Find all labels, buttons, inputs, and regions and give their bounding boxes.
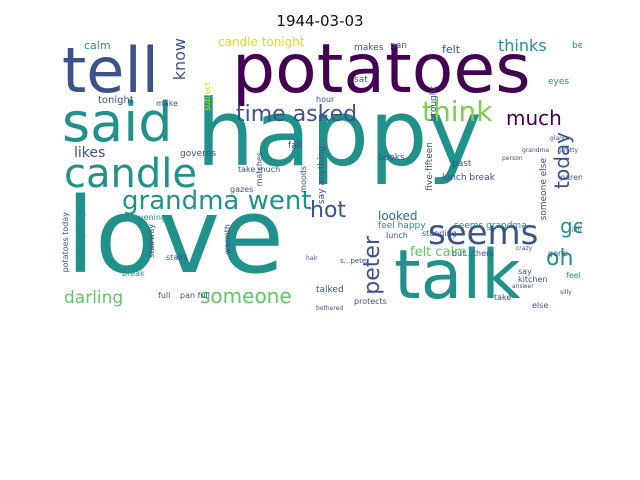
word-sat: sat bbox=[354, 75, 368, 85]
word-crazy: crazy bbox=[516, 245, 533, 252]
word-think: think bbox=[422, 95, 493, 128]
word-tell: tell bbox=[62, 36, 159, 107]
word-take-much: take much bbox=[238, 165, 281, 174]
word-calm: calm bbox=[84, 39, 111, 52]
word-hour: hour bbox=[316, 95, 335, 104]
word-seems: seems bbox=[428, 213, 539, 253]
word-brought: brought bbox=[429, 86, 439, 122]
word-lunch-break: lunch break bbox=[442, 173, 495, 183]
word-say: say bbox=[518, 267, 532, 276]
word-felt: felt bbox=[442, 43, 461, 56]
word-books: books bbox=[378, 153, 405, 163]
word-oh: oh bbox=[546, 246, 574, 271]
word-talk: talk bbox=[394, 236, 521, 314]
word-silly: silly bbox=[560, 289, 572, 296]
word-make: make bbox=[156, 99, 178, 108]
word-said: said bbox=[62, 91, 173, 154]
word-break: break bbox=[122, 269, 145, 278]
word-candle: candle bbox=[64, 151, 197, 197]
word-lunch: lunch bbox=[386, 231, 408, 240]
word-moods: moods bbox=[299, 166, 308, 193]
word-pan: pan bbox=[390, 41, 407, 51]
word-subject: subject bbox=[203, 82, 212, 111]
word-gazes: gazes bbox=[230, 185, 254, 194]
word-pan-full: pan full bbox=[180, 291, 210, 300]
word-parents: parents bbox=[560, 173, 582, 182]
word-past: past bbox=[452, 159, 472, 169]
word-take: take bbox=[494, 293, 512, 302]
word-matches: matches bbox=[255, 152, 264, 187]
word-stairway: stairway bbox=[147, 224, 156, 258]
word-today: today bbox=[550, 132, 574, 189]
word-makes: makes bbox=[354, 43, 384, 53]
word-began: began bbox=[572, 41, 582, 51]
word-pretty: pretty bbox=[560, 147, 579, 154]
word-little: little bbox=[572, 227, 582, 234]
word-cloud: love happy potatoes tell talk said candl… bbox=[60, 36, 582, 314]
word-warmth: warmth bbox=[223, 224, 232, 255]
word-feel-happy: feel happy bbox=[378, 221, 426, 231]
word-protects: protects bbox=[354, 297, 387, 306]
word-tonight: tonight bbox=[98, 95, 134, 106]
word-darling: darling bbox=[64, 288, 124, 308]
word-person: person bbox=[502, 155, 523, 162]
word-feel: feel bbox=[566, 271, 581, 280]
word-know: know bbox=[170, 38, 189, 81]
word-time-asked: time asked bbox=[236, 102, 358, 127]
word-someone-else: someone else bbox=[539, 158, 549, 221]
word-talked: talked bbox=[316, 285, 344, 295]
word-eyes: eyes bbox=[548, 77, 570, 87]
word-hot: hot bbox=[310, 198, 347, 223]
word-thinks: thinks bbox=[498, 36, 547, 55]
word-candle-tonight: candle tonight bbox=[218, 36, 305, 49]
word-but-there: but...there bbox=[452, 249, 495, 258]
word-s-peter: s...peter bbox=[340, 257, 370, 265]
word-get: get bbox=[560, 214, 582, 238]
word-grandma: grandma bbox=[522, 147, 550, 154]
word-governs: governs bbox=[180, 149, 217, 159]
word-looked: looked bbox=[378, 209, 418, 223]
word-answer: answer bbox=[512, 283, 534, 290]
word-kitchen: kitchen bbox=[518, 275, 548, 284]
word-grandma-went: grandma went bbox=[122, 186, 312, 216]
word-felt-calm: felt calm bbox=[410, 245, 467, 260]
word-hair: hair bbox=[306, 255, 318, 262]
word-bothered: bothered bbox=[316, 305, 344, 312]
word-potatoes: potatoes bbox=[232, 36, 531, 109]
word-anything: anything bbox=[77, 212, 86, 248]
word-gone: gone bbox=[548, 249, 568, 258]
word-love: love bbox=[66, 175, 285, 297]
chart-title: 1944-03-03 bbox=[276, 12, 364, 30]
word-fall: fall bbox=[288, 141, 302, 151]
word-someone: someone bbox=[200, 284, 292, 308]
word-evening: evening bbox=[134, 213, 167, 222]
word-say-anything: say anything bbox=[317, 146, 327, 205]
word-standing: standing bbox=[422, 229, 457, 238]
word-stairs: stairs bbox=[166, 253, 188, 262]
word-full: full bbox=[158, 291, 171, 300]
word-five-fifteen: five-fifteen bbox=[425, 142, 435, 191]
word-peter: peter bbox=[360, 236, 385, 295]
word-seems-grandma: seems grandma bbox=[454, 221, 527, 231]
word-else: else bbox=[532, 301, 549, 310]
word-glance: glance bbox=[550, 135, 570, 142]
word-likes: likes bbox=[74, 145, 106, 161]
word-happy: happy bbox=[196, 80, 482, 187]
word-potatoes-today: potatoes today bbox=[61, 212, 70, 273]
word-much: much bbox=[506, 106, 562, 130]
